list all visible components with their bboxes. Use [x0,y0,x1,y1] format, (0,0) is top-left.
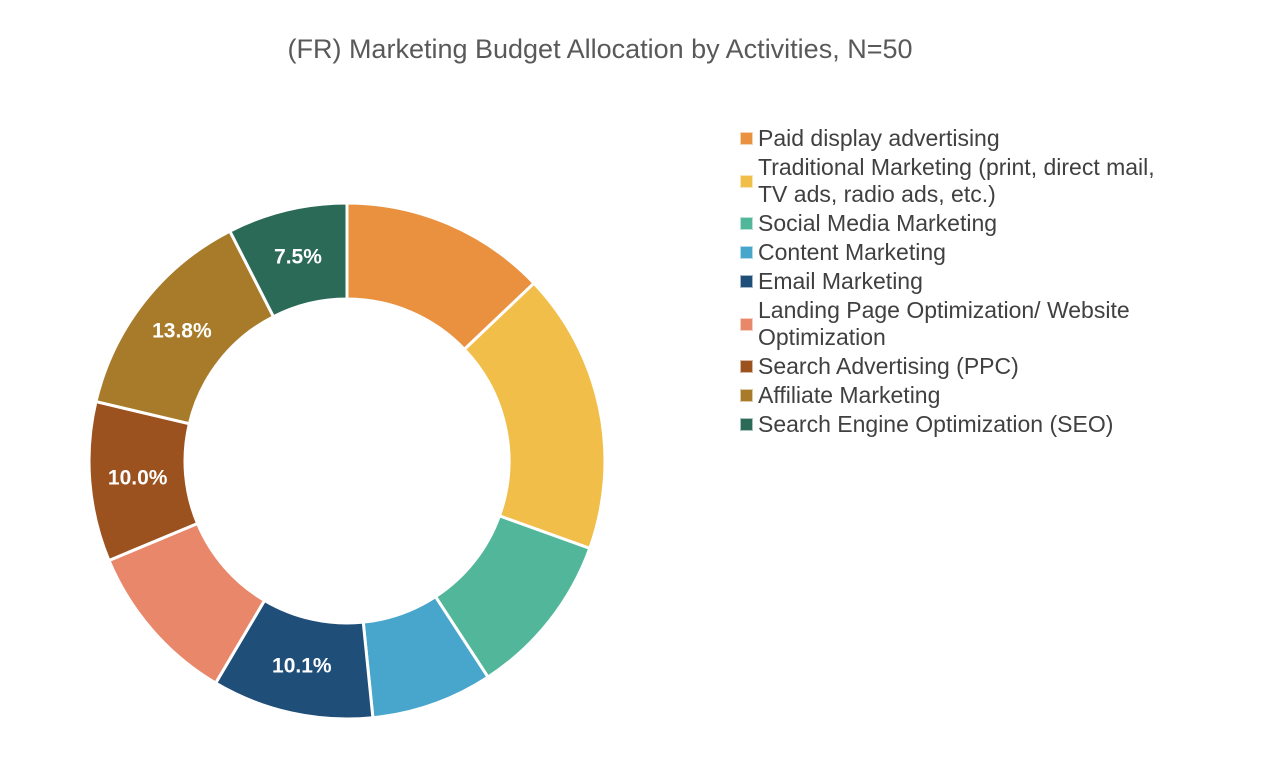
legend-label: Search Advertising (PPC) [758,353,1019,380]
legend-swatch [740,217,753,230]
legend-item: Search Advertising (PPC) [740,353,1220,380]
legend-swatch [740,317,753,331]
legend-swatch [740,132,753,145]
slice-label-search-engine-optimization-seo: 7.5% [274,245,322,268]
legend-item: Email Marketing [740,268,1220,295]
chart-legend: Paid display advertising Traditional Mark… [740,125,1220,440]
legend-label-line: Search Advertising (PPC) [758,353,1019,379]
legend-label: Email Marketing [758,268,923,295]
legend-label: Landing Page Optimization/ Website Optimi… [758,297,1130,351]
legend-item: Landing Page Optimization/ Website Optimi… [740,297,1220,351]
legend-label: Traditional Marketing (print, direct mai… [758,154,1155,208]
legend-label-line: Email Marketing [758,268,923,294]
legend-item: Traditional Marketing (print, direct mai… [740,154,1220,208]
legend-item: Affiliate Marketing [740,382,1220,409]
legend-label-line: TV ads, radio ads, etc.) [758,181,996,207]
chart-title: (FR) Marketing Budget Allocation by Acti… [287,34,913,64]
legend-label-line: Content Marketing [758,239,946,265]
legend-label-line: Paid display advertising [758,125,1000,151]
legend-label: Paid display advertising [758,125,1000,152]
legend-item: Search Engine Optimization (SEO) [740,411,1220,438]
legend-swatch [740,246,753,259]
legend-swatch [740,389,753,402]
legend-label-line: Search Engine Optimization (SEO) [758,411,1114,437]
legend-label-line: Landing Page Optimization/ Website [758,297,1130,323]
legend-label: Affiliate Marketing [758,382,940,409]
slice-traditional-marketing-print-direct-mail-tv-ads-radio-ads-etc [462,281,607,551]
legend-swatch [740,418,753,431]
legend-item: Paid display advertising [740,125,1220,152]
legend-label: Social Media Marketing [758,210,997,237]
legend-label-line: Traditional Marketing (print, direct mai… [758,154,1155,180]
legend-swatch [740,275,753,288]
slice-search-engine-optimization-seo [227,201,349,319]
legend-label-line: Optimization [758,324,886,350]
slice-label-affiliate-marketing: 13.8% [152,320,212,343]
legend-swatch [740,174,753,188]
legend-label-line: Social Media Marketing [758,210,998,236]
legend-swatch [740,360,753,373]
legend-label-line: Affiliate Marketing [758,382,941,408]
legend-item: Social Media Marketing [740,210,1220,237]
slice-label-email-marketing: 10.1% [272,655,332,678]
slice-label-search-advertising-ppc: 10.0% [108,467,168,490]
legend-item: Content Marketing [740,239,1220,266]
legend-label: Search Engine Optimization (SEO) [758,411,1113,438]
legend-label: Content Marketing [758,239,946,266]
